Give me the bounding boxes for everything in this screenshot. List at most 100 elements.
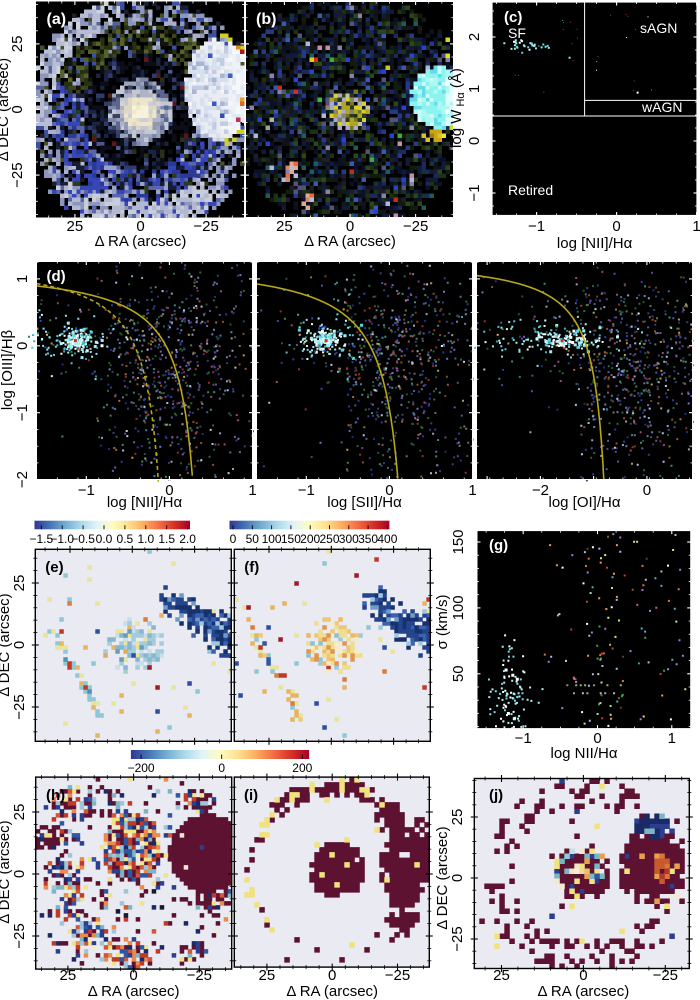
svg-text:0: 0	[11, 870, 28, 878]
svg-text:50: 50	[450, 665, 467, 682]
svg-text:log [NII]/Hα: log [NII]/Hα	[107, 494, 183, 511]
svg-text:(i): (i)	[244, 787, 258, 804]
svg-text:1: 1	[14, 275, 31, 283]
svg-text:0.0: 0.0	[96, 532, 113, 546]
svg-text:SF: SF	[508, 25, 526, 41]
svg-text:25: 25	[11, 804, 28, 821]
svg-text:0: 0	[346, 218, 354, 235]
svg-text:0: 0	[612, 218, 620, 235]
svg-text:(d): (d)	[47, 268, 66, 285]
svg-text:0: 0	[11, 641, 28, 649]
svg-text:−1: −1	[298, 482, 315, 499]
svg-text:100: 100	[262, 532, 282, 546]
svg-text:0: 0	[218, 761, 225, 775]
svg-text:(j): (j)	[489, 787, 503, 804]
svg-text:0: 0	[643, 482, 651, 499]
svg-text:0: 0	[165, 482, 173, 499]
svg-text:1: 1	[692, 218, 700, 235]
svg-text:0: 0	[136, 218, 144, 235]
svg-text:−25: −25	[193, 218, 218, 235]
svg-text:0: 0	[230, 532, 237, 546]
svg-text:1.5: 1.5	[158, 532, 175, 546]
svg-text:400: 400	[377, 532, 397, 546]
svg-text:−25: −25	[11, 694, 28, 719]
svg-text:0: 0	[129, 967, 137, 984]
svg-text:σ (km/s): σ (km/s)	[434, 594, 451, 649]
svg-text:2: 2	[466, 33, 483, 41]
svg-text:−2: −2	[532, 482, 549, 499]
svg-text:log [NII]/Hα: log [NII]/Hα	[557, 235, 633, 252]
svg-text:−25: −25	[385, 967, 410, 984]
svg-text:log W Hα (Å): log W Hα (Å)	[448, 68, 467, 148]
svg-text:Δ RA (arcsec): Δ RA (arcsec)	[88, 983, 180, 1000]
svg-text:2.0: 2.0	[179, 532, 196, 546]
svg-text:log [SII]/Hα: log [SII]/Hα	[327, 494, 402, 511]
svg-text:1.0: 1.0	[137, 532, 154, 546]
svg-text:log NII/Hα: log NII/Hα	[550, 745, 617, 762]
svg-text:Retired: Retired	[508, 182, 553, 198]
svg-text:−200: −200	[128, 761, 155, 775]
svg-text:0: 0	[579, 967, 587, 984]
svg-text:25: 25	[9, 36, 26, 53]
svg-text:Δ DEC (arcsec): Δ DEC (arcsec)	[0, 593, 13, 696]
svg-text:−1: −1	[528, 218, 545, 235]
svg-text:(a): (a)	[47, 11, 67, 28]
svg-text:−25: −25	[653, 967, 678, 984]
svg-text:(h): (h)	[46, 787, 65, 804]
svg-text:1: 1	[668, 730, 676, 747]
svg-text:150: 150	[450, 529, 467, 554]
svg-text:Δ DEC (arcsec): Δ DEC (arcsec)	[434, 826, 451, 929]
svg-text:200: 200	[292, 761, 312, 775]
svg-text:0: 0	[385, 482, 393, 499]
svg-text:sAGN: sAGN	[640, 20, 677, 36]
svg-text:25: 25	[67, 218, 84, 235]
svg-text:0: 0	[593, 730, 601, 747]
svg-text:−25: −25	[449, 926, 466, 951]
svg-text:−25: −25	[11, 923, 28, 948]
svg-text:−1: −1	[466, 184, 483, 201]
svg-text:wAGN: wAGN	[641, 99, 682, 115]
svg-text:250: 250	[319, 532, 339, 546]
svg-text:25: 25	[493, 967, 510, 984]
svg-text:200: 200	[300, 532, 320, 546]
svg-text:0.5: 0.5	[117, 532, 134, 546]
svg-text:1: 1	[468, 482, 476, 499]
svg-text:25: 25	[11, 575, 28, 592]
svg-text:Δ DEC (arcsec): Δ DEC (arcsec)	[0, 820, 13, 923]
svg-text:−1: −1	[14, 404, 31, 421]
svg-text:−25: −25	[403, 218, 428, 235]
svg-text:1: 1	[466, 85, 483, 93]
svg-text:log [OI]/Hα: log [OI]/Hα	[548, 494, 620, 511]
svg-text:Δ RA (arcsec): Δ RA (arcsec)	[95, 233, 187, 250]
svg-text:(f): (f)	[244, 559, 259, 576]
svg-text:150: 150	[281, 532, 301, 546]
svg-text:−25: −25	[9, 162, 26, 187]
svg-text:(b): (b)	[256, 11, 276, 28]
svg-text:−1.5: −1.5	[29, 532, 53, 546]
svg-text:100: 100	[450, 595, 467, 620]
svg-text:Δ DEC (arcsec): Δ DEC (arcsec)	[0, 58, 12, 161]
svg-text:0: 0	[449, 874, 466, 882]
svg-text:−0.5: −0.5	[71, 532, 95, 546]
svg-text:(g): (g)	[489, 537, 508, 554]
svg-text:−1: −1	[78, 482, 95, 499]
svg-text:300: 300	[339, 532, 359, 546]
svg-text:(c): (c)	[504, 9, 522, 26]
svg-text:log [OIII]/Hβ: log [OIII]/Hβ	[0, 329, 16, 410]
svg-text:1: 1	[248, 482, 256, 499]
svg-text:Δ RA (arcsec): Δ RA (arcsec)	[538, 983, 630, 1000]
svg-text:350: 350	[358, 532, 378, 546]
svg-text:0: 0	[14, 342, 31, 350]
svg-text:25: 25	[259, 967, 276, 984]
svg-text:−1.0: −1.0	[50, 532, 74, 546]
svg-text:Δ RA (arcsec): Δ RA (arcsec)	[286, 983, 378, 1000]
svg-text:−2: −2	[14, 471, 31, 488]
svg-text:−25: −25	[187, 967, 212, 984]
svg-text:0: 0	[328, 967, 336, 984]
svg-text:(e): (e)	[45, 559, 63, 576]
svg-text:25: 25	[449, 809, 466, 826]
svg-text:−1: −1	[515, 730, 532, 747]
svg-text:50: 50	[246, 532, 260, 546]
svg-text:Δ RA (arcsec): Δ RA (arcsec)	[304, 233, 396, 250]
svg-text:25: 25	[60, 967, 77, 984]
